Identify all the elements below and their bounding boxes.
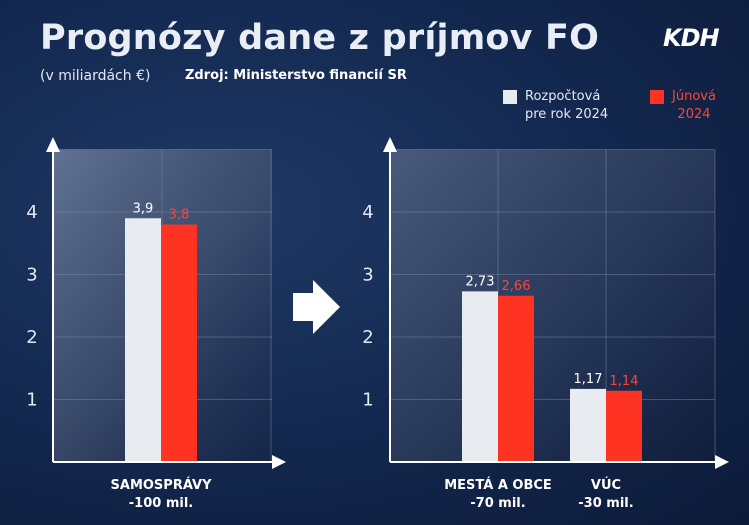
chart-1-category-note-1: -30 mil. bbox=[578, 496, 633, 511]
chart-1-bar-1-1 bbox=[606, 390, 642, 462]
chart-0-category-note-0: -100 mil. bbox=[129, 496, 193, 511]
chart-0-ytick-label-0: 1 bbox=[26, 390, 37, 411]
legend-item-rozpoctova: Rozpočtová pre rok 2024 bbox=[503, 88, 608, 124]
chart-1-ytick-label-2: 3 bbox=[362, 265, 373, 286]
chart-1-bar-0-1 bbox=[498, 295, 534, 462]
chart-0-x-axis-arrow-icon bbox=[272, 455, 286, 469]
source-label: Zdroj: Ministerstvo financií SR bbox=[185, 68, 407, 83]
chart-1-data-label-0-0: 2,73 bbox=[466, 274, 495, 289]
legend-item-junova: Júnová 2024 bbox=[650, 88, 716, 124]
chart-1-plot-area bbox=[390, 149, 715, 462]
chart-1-x-axis-arrow-icon bbox=[715, 455, 729, 469]
chart-1-category-label-0: MESTÁ A OBCE bbox=[444, 477, 552, 493]
chart-1-ytick-label-1: 2 bbox=[362, 327, 373, 348]
chart-1-bar-0-0 bbox=[462, 291, 498, 462]
legend-label-rozpoctova-line1: Rozpočtová bbox=[525, 89, 601, 104]
chart-0-data-label-0-1: 3,8 bbox=[169, 208, 190, 223]
chart-1-ytick-label-0: 1 bbox=[362, 390, 373, 411]
chart-1-category-label-1: VÚC bbox=[591, 477, 621, 493]
legend-swatch-rozpoctova bbox=[503, 90, 517, 104]
chart-1-data-label-1-0: 1,17 bbox=[574, 372, 603, 387]
chart-0-data-label-0-0: 3,9 bbox=[133, 201, 154, 216]
chart-0-category-label-0: SAMOSPRÁVY bbox=[111, 477, 213, 493]
chart-1-category-note-0: -70 mil. bbox=[470, 496, 525, 511]
chart-1-data-label-0-1: 2,66 bbox=[502, 279, 531, 294]
unit-label: (v miliardách €) bbox=[40, 68, 151, 84]
chart-0-ytick-label-3: 4 bbox=[26, 202, 37, 223]
kdh-logo: KDH bbox=[663, 24, 720, 52]
page-title: Prognózy dane z príjmov FO bbox=[40, 18, 600, 58]
chart-0-bar-0-0 bbox=[125, 218, 161, 462]
chart-0-bar-0-1 bbox=[161, 224, 197, 462]
chart-1-ytick-label-3: 4 bbox=[362, 202, 373, 223]
chart-0-ytick-label-2: 3 bbox=[26, 265, 37, 286]
legend-label-junova-line1: Júnová bbox=[672, 89, 716, 104]
legend-swatch-junova bbox=[650, 90, 664, 104]
chart-0-ytick-label-1: 2 bbox=[26, 327, 37, 348]
chart-0-y-axis-arrow-icon bbox=[46, 137, 60, 152]
transition-arrow-icon bbox=[293, 280, 340, 334]
legend-label-junova-line2: 2024 bbox=[677, 107, 711, 122]
chart-1-bar-1-0 bbox=[570, 388, 606, 462]
chart-1-data-label-1-1: 1,14 bbox=[610, 374, 639, 389]
legend-label-rozpoctova-line2: pre rok 2024 bbox=[525, 107, 609, 122]
chart-1-y-axis-arrow-icon bbox=[383, 137, 397, 152]
